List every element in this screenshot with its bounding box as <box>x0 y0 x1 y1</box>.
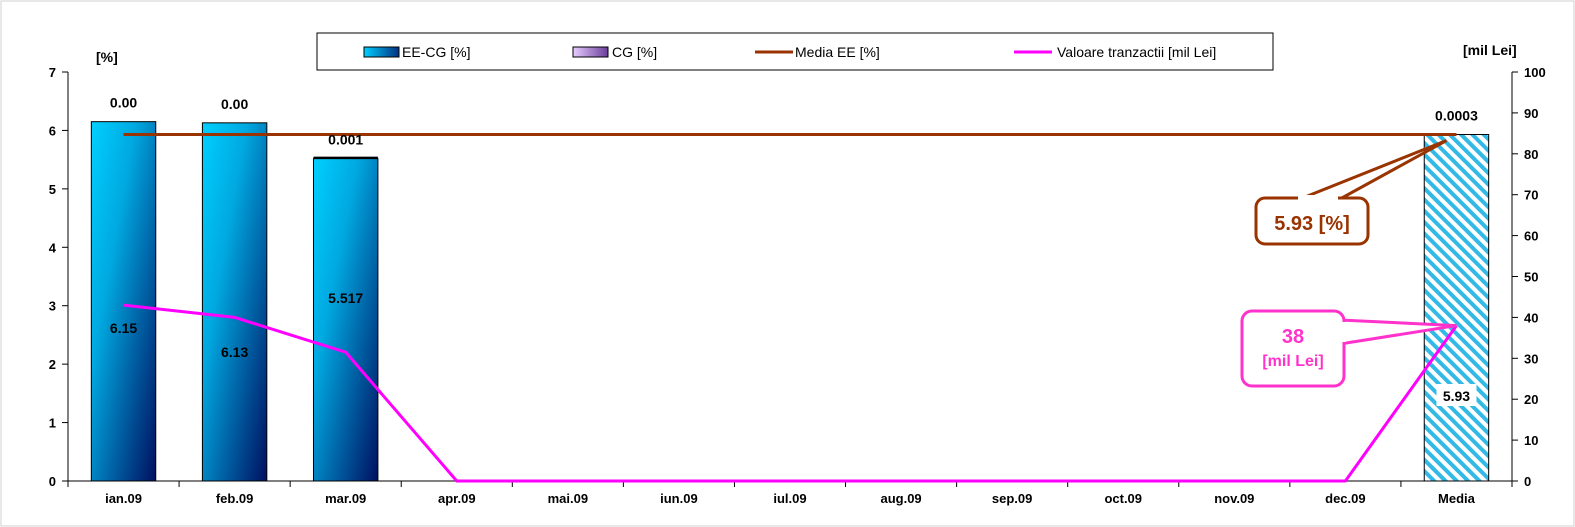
legend-swatch-ee-cg <box>363 46 400 58</box>
bar-label-ee-cg: 6.13 <box>221 344 248 360</box>
bar-label-ee-cg: 5.517 <box>328 290 363 306</box>
bar-label-ee-cg: 6.15 <box>110 320 137 336</box>
legend-label-cg: CG [%] <box>612 44 657 60</box>
x-tick-label: Media <box>1438 491 1476 506</box>
x-tick-label: mai.09 <box>548 491 588 506</box>
bar-ee-cg <box>201 122 268 482</box>
y-right-tick-label: 0 <box>1524 474 1531 489</box>
x-tick-label: ian.09 <box>105 491 142 506</box>
x-tick-label: oct.09 <box>1104 491 1142 506</box>
x-tick-label: mar.09 <box>325 491 366 506</box>
y-left-tick-label: 5 <box>49 182 56 197</box>
annotations: 5.93 [%] 38 [mil Lei] <box>1240 139 1457 388</box>
y-right-tick-label: 100 <box>1524 65 1546 80</box>
annotation-text-media: 5.93 [%] <box>1274 213 1350 235</box>
y-right-tick-label: 90 <box>1524 106 1538 121</box>
annotation-box-media-gap <box>1298 195 1338 201</box>
legend-label-ee-cg: EE-CG [%] <box>402 44 470 60</box>
y-right-unit-label: [mil Lei] <box>1463 42 1517 58</box>
y-left-tick-label: 1 <box>49 416 56 431</box>
y-left-tick-label: 3 <box>49 299 56 314</box>
bar-label-ee-cg: 5.93 <box>1443 388 1470 404</box>
bar-ee-cg <box>90 121 157 482</box>
legend-label-valoare: Valoare tranzactii [mil Lei] <box>1057 44 1216 60</box>
x-tick-label: dec.09 <box>1325 491 1365 506</box>
annotation-box-valoare <box>1240 309 1346 388</box>
bar-label-bg <box>1436 384 1477 406</box>
legend-label-media-ee: Media EE [%] <box>795 44 880 60</box>
y-right-tick-label: 50 <box>1524 270 1538 285</box>
x-tick-label: aug.09 <box>880 491 921 506</box>
annotation-text-valoare-unit: [mil Lei] <box>1262 353 1323 370</box>
legend-box <box>316 32 1274 71</box>
bar-label-cg: 0.00 <box>221 96 248 112</box>
x-tick-label: iun.09 <box>660 491 698 506</box>
series-lines <box>123 133 1458 483</box>
y-left-tick-label: 4 <box>49 240 57 255</box>
x-tick-label: apr.09 <box>438 491 476 506</box>
y-right-tick-label: 40 <box>1524 310 1538 325</box>
bar-cg <box>313 156 378 159</box>
y-right-tick-label: 30 <box>1524 351 1538 366</box>
bars <box>90 121 1490 482</box>
y-right-tick-label: 70 <box>1524 188 1538 203</box>
bar-label-cg: 0.0003 <box>1435 108 1478 124</box>
y-right-tick-label: 10 <box>1524 433 1538 448</box>
annotation-box-valoare-gap <box>1338 322 1346 342</box>
line-valoare-tranzactii <box>123 303 1458 483</box>
y-left-tick-label: 2 <box>49 357 56 372</box>
x-tick-label: sep.09 <box>992 491 1032 506</box>
y-right-tick-label: 60 <box>1524 229 1538 244</box>
x-tick-label: nov.09 <box>1214 491 1254 506</box>
legend-swatch-cg <box>572 46 609 58</box>
data-labels: 6.15 6.13 5.517 5.93 0.00 0.00 0.001 0.0003 <box>110 95 1478 406</box>
bar-label-cg: 0.001 <box>328 132 363 148</box>
y-left-tick-label: 7 <box>49 65 56 80</box>
y-right-tick-label: 20 <box>1524 392 1538 407</box>
bar-ee-cg <box>1423 134 1490 482</box>
y-left-tick-label: 6 <box>49 123 56 138</box>
y-left-unit-label: [%] <box>96 49 118 65</box>
bar-label-cg: 0.00 <box>110 95 137 111</box>
y-right-tick-label: 80 <box>1524 147 1538 162</box>
legend: EE-CG [%] CG [%] Media EE [%] Valoare tr… <box>316 32 1274 71</box>
x-tick-label: feb.09 <box>216 491 254 506</box>
x-tick-label: iul.09 <box>773 491 806 506</box>
bar-ee-cg <box>312 158 379 482</box>
y-left-tick-label: 0 <box>49 474 56 489</box>
annotation-text-valoare-value: 38 <box>1282 326 1304 348</box>
